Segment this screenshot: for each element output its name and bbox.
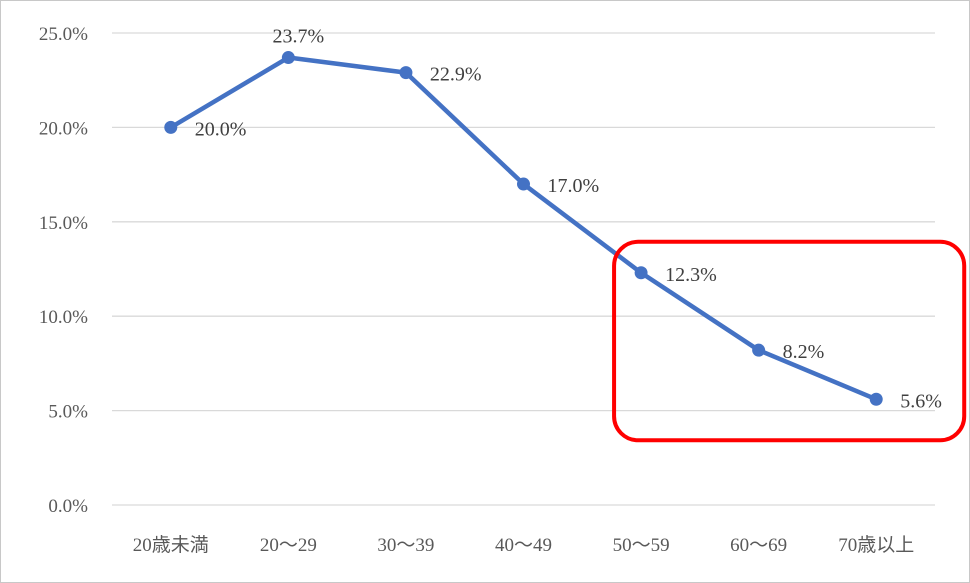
y-tick-label: 20.0%	[39, 118, 88, 139]
data-label: 20.0%	[195, 118, 247, 140]
data-label: 5.6%	[900, 390, 942, 412]
x-tick-label: 50〜59	[613, 535, 670, 556]
highlight-rectangle	[612, 239, 967, 443]
y-tick-label: 15.0%	[39, 213, 88, 234]
highlight-box	[612, 239, 967, 443]
data-point	[399, 66, 413, 80]
y-tick-label: 0.0%	[48, 496, 88, 517]
data-point	[752, 343, 766, 357]
y-tick-label: 25.0%	[39, 24, 88, 45]
x-tick-label: 40〜49	[495, 535, 552, 556]
x-axis: 20歳未満 20〜29 30〜39 40〜49 50〜59 60〜69 70歳以上	[133, 534, 914, 556]
series-line	[164, 51, 883, 406]
data-label: 22.9%	[430, 64, 482, 86]
data-point	[281, 51, 295, 65]
gridlines	[112, 32, 935, 506]
data-label: 8.2%	[783, 341, 825, 363]
data-point	[869, 392, 883, 406]
data-label: 23.7%	[273, 26, 325, 48]
y-tick-label: 5.0%	[48, 402, 88, 423]
x-tick-label: 30〜39	[377, 535, 434, 556]
x-tick-label: 70歳以上	[838, 534, 914, 556]
data-label: 17.0%	[548, 175, 600, 197]
data-point	[164, 120, 178, 134]
y-axis: 0.0% 5.0% 10.0% 15.0% 20.0% 25.0%	[39, 24, 88, 517]
data-point	[634, 266, 648, 280]
series-line-path	[168, 55, 879, 402]
data-labels: 20.0% 23.7% 22.9% 17.0% 12.3% 8.2% 5.6%	[195, 26, 942, 413]
x-tick-label: 20〜29	[260, 535, 317, 556]
data-point	[517, 177, 530, 191]
x-tick-label: 20歳未満	[133, 534, 209, 556]
x-tick-label: 60〜69	[730, 535, 787, 556]
data-label: 12.3%	[665, 264, 717, 286]
y-tick-label: 10.0%	[39, 307, 88, 328]
